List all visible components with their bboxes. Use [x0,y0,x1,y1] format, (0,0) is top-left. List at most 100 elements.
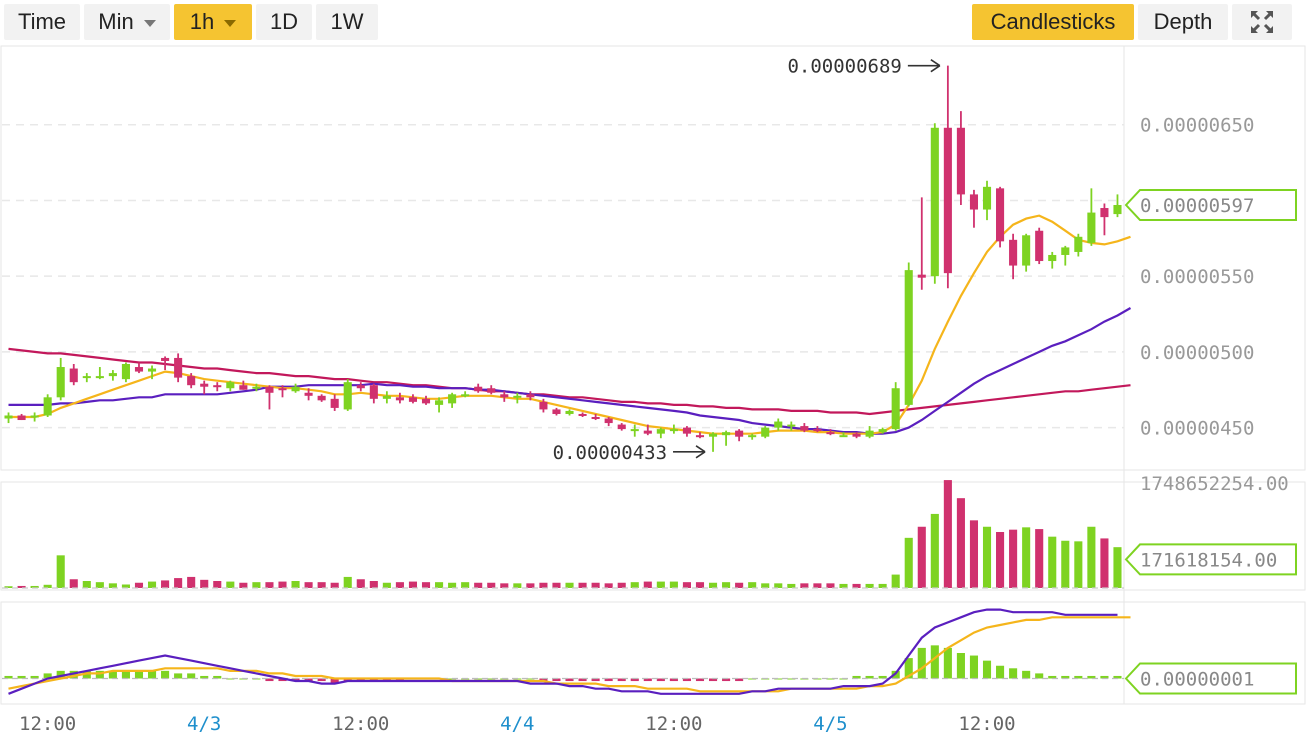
min-label: Min [98,9,134,34]
volume-bar [1022,527,1031,588]
candle-body [956,127,965,195]
candlesticks-tab[interactable]: Candlesticks [972,4,1134,40]
candle-body [500,394,509,398]
macd-histogram-bar [30,675,39,679]
macd-histogram-bar [252,678,261,680]
candle-body [826,432,835,435]
current-price-label-box [1124,189,1297,221]
candle-body [226,382,235,389]
macd-histogram-bar [1009,668,1018,679]
macd-histogram-bar [382,678,391,682]
macd-histogram-bar [761,678,770,680]
volume-bar [917,526,926,588]
macd-histogram-bar [1022,670,1031,679]
minute-interval-dropdown[interactable]: Min [84,4,170,40]
volume-bar [291,581,300,588]
hour-interval-dropdown[interactable]: 1h [174,4,252,40]
volume-bar [552,582,561,588]
macd-histogram-bar [278,678,287,682]
macd-histogram-bar [356,678,365,682]
chart-frame [0,45,1306,705]
volume-bar [121,584,130,588]
volume-bar [1074,541,1083,588]
macd-histogram-bar [839,678,848,680]
depth-tab[interactable]: Depth [1138,4,1228,40]
candle-body [108,373,117,377]
candle-body [852,433,861,437]
volume-bar [643,581,652,588]
macd-histogram-bar [943,647,952,679]
macd-histogram-bar [630,678,639,682]
time-axis-label: 12:00 [19,713,76,735]
candle-body [487,388,496,393]
volume-bar [1061,540,1070,588]
volume-bar [1087,526,1096,588]
volume-bar [539,582,548,588]
candle-body [239,385,248,390]
volume-bar [695,582,705,588]
fullscreen-button[interactable] [1232,4,1292,40]
macd-histogram-bar [147,670,157,679]
time-button[interactable]: Time [4,4,80,40]
candle-body [630,429,639,432]
macd-histogram-bar [69,670,78,679]
day-label: 1D [269,9,299,34]
volume-bar [382,582,391,588]
macd-histogram-bar [304,678,313,682]
volume-bar [1035,529,1044,588]
macd-histogram-bar [604,678,613,682]
volume-bar [421,582,431,588]
candle-body [643,430,652,434]
fullscreen-icon [1251,11,1273,33]
volume-bar [787,583,796,588]
volume-bar [956,498,965,588]
macd-histogram-bar [617,678,626,682]
candle-body [943,127,952,274]
macd-histogram-bar [187,673,196,679]
volume-bar [1048,536,1057,588]
volume-bar [395,582,404,588]
price-axis: 0.00000650 0.00000550 0.00000500 0.00000450 [1140,115,1254,440]
macd-histogram-bar [395,678,404,682]
candle-body [539,401,548,410]
price-tick-label: 0.00000650 [1140,115,1254,137]
volume-bar [435,582,444,588]
volume-bar [69,579,78,588]
candle-body [996,188,1005,242]
candle-body [878,429,887,433]
volume-bar [604,583,613,588]
candle-body [330,398,339,408]
week-label: 1W [330,9,364,34]
candle-body [735,430,744,437]
macd-histogram-bar [982,660,992,679]
arrow-head-icon [695,445,706,459]
volume-bar [95,582,104,588]
volume-bar [1009,529,1018,588]
macd-histogram-bar [1087,675,1096,679]
volume-bar [56,555,65,588]
candle-body [1035,230,1044,262]
volume-bar [669,581,678,588]
macd-histogram-bar [930,645,939,679]
candle-body [435,400,444,405]
day-interval-button[interactable]: 1D [256,4,312,40]
volume-bar [996,532,1005,588]
panel-border [0,601,1306,705]
macd-histogram-bar [291,678,300,682]
week-interval-button[interactable]: 1W [316,4,378,40]
candle-body [695,435,705,438]
macd-histogram-bar [134,670,144,679]
macd-histogram-bar [500,678,509,680]
time-axis-label: 4/5 [813,713,847,735]
volume-bar [826,583,835,588]
time-axis-label: 4/3 [187,713,221,735]
candle-body [682,427,691,434]
candle-body [82,376,91,379]
candle-body [839,435,848,438]
candle-body [134,367,144,372]
candle-body [474,386,483,392]
macd-histogram-bar [82,670,91,679]
volume-bar [722,582,731,588]
macd-histogram-bar [161,670,170,679]
macd-histogram-bar [1113,675,1122,679]
